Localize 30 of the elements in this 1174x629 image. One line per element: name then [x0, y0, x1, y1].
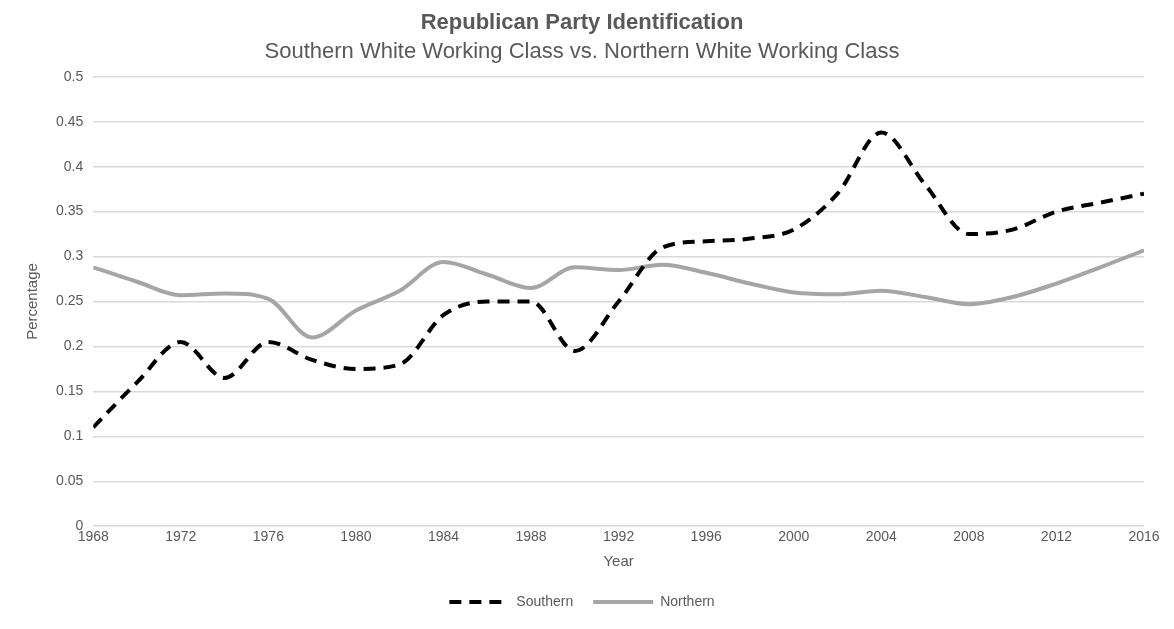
- y-tick-label: 0.4: [63, 157, 84, 174]
- y-tick-label: 0.5: [63, 67, 84, 84]
- x-axis-title: Year: [603, 552, 634, 570]
- y-tick-label: 0.1: [63, 427, 84, 444]
- x-tick-label: 1992: [603, 528, 635, 545]
- y-tick-label: 0.05: [56, 472, 84, 489]
- y-tick-label: 0.15: [56, 382, 84, 399]
- x-tick-label: 1988: [515, 528, 547, 545]
- x-tick-label: 2012: [1040, 528, 1073, 545]
- y-axis-title: Percentage: [23, 263, 41, 340]
- legend-label: Northern: [660, 592, 715, 609]
- chart-title: Republican Party Identification: [420, 9, 744, 35]
- x-tick-label: 1976: [252, 528, 285, 545]
- chart-subtitle: Southern White Working Class vs. Northern White Working Class: [264, 37, 900, 63]
- x-tick-label: 1996: [690, 528, 722, 545]
- x-tick-label: 2000: [778, 528, 810, 545]
- x-tick-label: 2004: [865, 528, 898, 545]
- y-tick-label: 0.2: [63, 337, 84, 354]
- y-tick-label: 0.3: [63, 247, 84, 264]
- y-tick-label: 0.25: [56, 292, 84, 309]
- x-tick-label: 2016: [1128, 528, 1160, 545]
- y-tick-label: 0.35: [56, 202, 84, 219]
- y-tick-label: 0.45: [56, 112, 84, 129]
- x-tick-label: 1980: [340, 528, 372, 545]
- x-tick-label: 1972: [165, 528, 197, 545]
- x-tick-label: 1984: [427, 528, 460, 545]
- legend-label: Southern: [516, 592, 574, 609]
- x-tick-label: 2008: [953, 528, 985, 545]
- line-series: [93, 130, 1144, 430]
- line-series: [93, 248, 1144, 340]
